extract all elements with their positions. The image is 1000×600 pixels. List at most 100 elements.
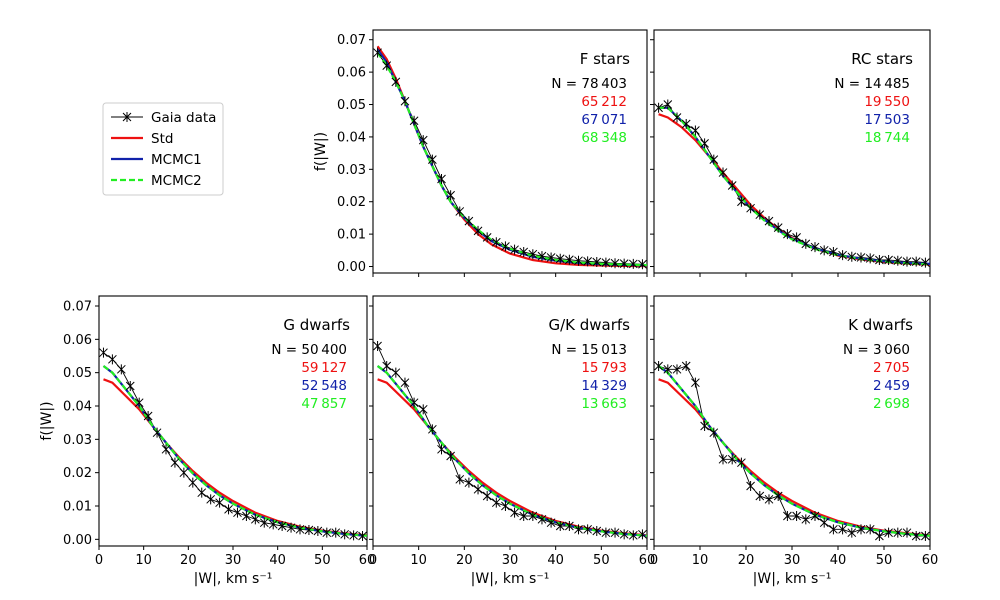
x-tick-label: 0 bbox=[369, 553, 377, 568]
x-tick-label: 30 bbox=[225, 553, 242, 568]
x-tick-label: 50 bbox=[314, 553, 331, 568]
panel-title: F stars bbox=[580, 50, 630, 68]
gaia-point bbox=[134, 397, 144, 408]
gaia-point bbox=[428, 424, 437, 435]
gaia-point bbox=[455, 206, 465, 217]
x-axis-label: |W|, km s⁻¹ bbox=[471, 571, 550, 587]
gaia-point bbox=[391, 367, 401, 378]
gaia-point bbox=[358, 531, 367, 541]
panel-title: RC stars bbox=[851, 50, 913, 68]
gaia-point bbox=[286, 522, 296, 533]
y-tick-label: 0.01 bbox=[63, 500, 92, 515]
gaia-point bbox=[619, 529, 629, 540]
panel-title: K dwarfs bbox=[848, 316, 913, 334]
gaia-point bbox=[875, 531, 884, 541]
gaia-point bbox=[304, 525, 314, 535]
count-label: 65 212 bbox=[581, 94, 627, 110]
gaia-point bbox=[473, 484, 483, 495]
panel-0: 0.00 0.01 0.02 0.03 0.04 0.05 0.06 0.07 f(|W|) F … bbox=[313, 29, 648, 277]
y-tick-label: 0.07 bbox=[337, 33, 366, 48]
gaia-point bbox=[418, 135, 428, 146]
gaia-point bbox=[565, 254, 574, 265]
gaia-point bbox=[519, 246, 529, 257]
gaia-point bbox=[455, 474, 465, 485]
gaia-point bbox=[727, 454, 737, 465]
gaia-point bbox=[737, 196, 746, 207]
gaia-point bbox=[528, 249, 538, 260]
gaia-point bbox=[619, 258, 629, 269]
gaia-point bbox=[792, 511, 801, 521]
gaia-point bbox=[601, 257, 611, 268]
gaia-point bbox=[197, 487, 207, 498]
gaia-point bbox=[510, 507, 519, 518]
count-label: 13 663 bbox=[581, 396, 627, 412]
legend-label: MCMC2 bbox=[151, 173, 202, 189]
y-tick-label: 0.06 bbox=[337, 66, 366, 81]
gaia-point bbox=[510, 244, 519, 255]
legend: Gaia data Std MCMC1 MCMC2 bbox=[102, 102, 224, 196]
gaia-point bbox=[672, 112, 682, 123]
count-label: 19 550 bbox=[864, 94, 910, 110]
gaia-point bbox=[313, 526, 323, 536]
gaia-point bbox=[331, 527, 341, 538]
x-tick-label: 60 bbox=[639, 553, 656, 568]
gaia-point bbox=[373, 341, 382, 351]
panels: 0.00 0.01 0.02 0.03 0.04 0.05 0.06 0.07 f(|W|) F … bbox=[39, 29, 938, 587]
gaia-point bbox=[382, 361, 392, 371]
gaia-point bbox=[565, 521, 574, 531]
x-tick-label: 10 bbox=[692, 553, 709, 568]
gaia-point bbox=[277, 521, 287, 531]
x-tick-label: 20 bbox=[738, 553, 755, 568]
gaia-point bbox=[819, 245, 829, 256]
plot-area bbox=[373, 341, 647, 541]
gaia-point bbox=[428, 154, 437, 165]
gaia-point bbox=[746, 203, 755, 214]
gaia-point bbox=[250, 514, 260, 525]
gaia-point bbox=[663, 364, 673, 375]
gaia-point bbox=[709, 154, 719, 165]
gaia-point bbox=[764, 216, 774, 227]
gaia-point bbox=[108, 354, 117, 365]
gaia-point bbox=[700, 138, 709, 149]
gaia-point bbox=[99, 347, 108, 358]
gaia-point bbox=[519, 511, 529, 521]
x-tick-label: 20 bbox=[456, 553, 473, 568]
gaia-point bbox=[610, 258, 620, 269]
plot-area bbox=[654, 361, 930, 541]
series-mcmc2-line bbox=[657, 365, 930, 537]
y-tick-label: 0.05 bbox=[337, 98, 366, 113]
gaia-point bbox=[537, 251, 547, 262]
gaia-point bbox=[206, 494, 216, 505]
gaia-point bbox=[583, 256, 592, 267]
gaia-point bbox=[884, 255, 893, 266]
gaia-point bbox=[902, 256, 912, 267]
x-axis-label: |W|, km s⁻¹ bbox=[194, 571, 273, 587]
gaia-point bbox=[654, 102, 663, 113]
count-label: 67 071 bbox=[581, 112, 627, 128]
gaia-point bbox=[893, 527, 903, 538]
gaia-point bbox=[537, 514, 547, 525]
count-label: 17 503 bbox=[864, 112, 910, 128]
y-tick-label: 0.06 bbox=[63, 333, 92, 348]
legend-marker bbox=[122, 112, 132, 122]
y-tick-label: 0.04 bbox=[63, 400, 92, 415]
gaia-point bbox=[170, 457, 180, 468]
gaia-point bbox=[681, 118, 691, 129]
x-tick-label: 40 bbox=[547, 553, 564, 568]
gaia-point bbox=[921, 531, 930, 541]
gaia-point bbox=[340, 529, 350, 540]
gaia-point bbox=[349, 530, 358, 541]
gaia-point bbox=[783, 229, 792, 240]
legend-box bbox=[102, 102, 224, 196]
gaia-point bbox=[663, 99, 673, 110]
gaia-point bbox=[746, 481, 755, 491]
gaia-point bbox=[546, 517, 556, 528]
gaia-point bbox=[601, 527, 611, 538]
gaia-point bbox=[555, 253, 565, 264]
gaia-point bbox=[152, 427, 162, 438]
gaia-point bbox=[829, 524, 838, 535]
legend-label: Std bbox=[151, 131, 173, 147]
gaia-point bbox=[418, 404, 428, 415]
gaia-point bbox=[143, 411, 153, 421]
